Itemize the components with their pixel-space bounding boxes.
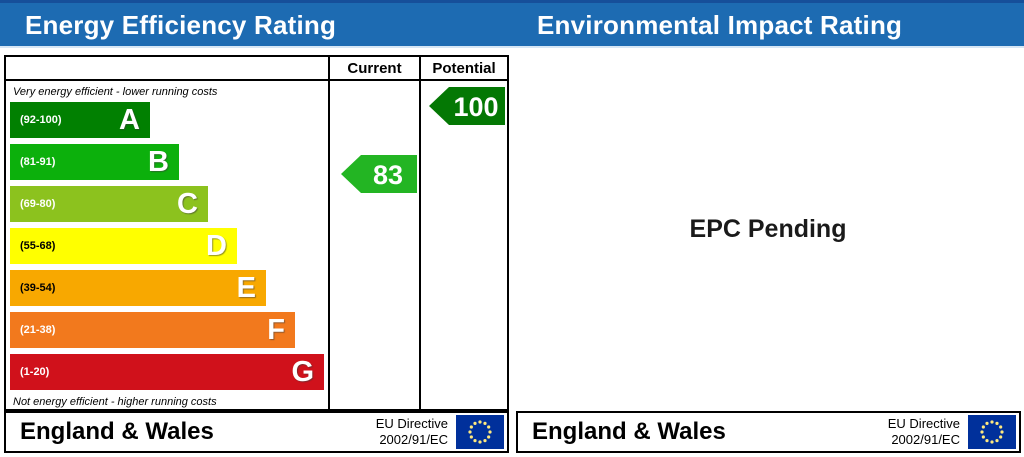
- current-rating-arrow: 83: [341, 155, 417, 193]
- eu-directive-line1: EU Directive: [375, 415, 448, 431]
- band-letter: B: [148, 145, 169, 178]
- band-row-B: (81-91) B: [10, 144, 179, 180]
- environmental-impact-panel: EPC Pending: [512, 48, 1024, 411]
- header-bar: Energy Efficiency Rating Environmental I…: [0, 0, 1024, 48]
- band-letter: G: [291, 355, 314, 388]
- band-range: (21-38): [20, 324, 56, 336]
- band-row-A: (92-100) A: [10, 102, 150, 138]
- band-range: (92-100): [20, 114, 62, 126]
- current-arrow-shape: [341, 155, 417, 193]
- potential-column: 100: [419, 81, 507, 409]
- energy-efficiency-title: Energy Efficiency Rating: [25, 10, 337, 40]
- eu-directive-label: EU Directive 2002/91/EC: [376, 416, 448, 449]
- eu-directive-line2: 2002/91/EC: [891, 432, 960, 447]
- band-letter: E: [236, 271, 256, 304]
- efficiency-bottom-note: Not energy efficient - higher running co…: [13, 396, 217, 408]
- potential-rating-value: 100: [453, 92, 498, 122]
- column-header-potential: Potential: [419, 57, 507, 81]
- column-header-current: Current: [328, 57, 419, 81]
- epc-pending-text: EPC Pending: [689, 215, 847, 243]
- region-label: England & Wales: [20, 418, 214, 445]
- eu-directive-line2: 2002/91/EC: [379, 432, 448, 447]
- potential-arrow-shape: [429, 87, 505, 125]
- band-range: (1-20): [20, 366, 50, 378]
- region-label: England & Wales: [532, 418, 726, 445]
- left-footer: England & Wales EU Directive 2002/91/EC: [4, 411, 509, 453]
- band-rows: (92-100) A (81-91) B (69-80) C (55-68) D (39-54)…: [6, 102, 328, 390]
- band-range: (69-80): [20, 198, 56, 210]
- band-row-F: (21-38) F: [10, 312, 295, 348]
- band-row-G: (1-20) G: [10, 354, 324, 390]
- band-row-D: (55-68) D: [10, 228, 237, 264]
- band-letter: D: [206, 229, 227, 262]
- eu-flag-icon: [968, 415, 1016, 449]
- eu-directive-line1: EU Directive: [887, 415, 960, 431]
- current-rating-value: 83: [373, 160, 403, 190]
- band-range: (81-91): [20, 156, 56, 168]
- column-header-blank: [6, 57, 328, 81]
- environmental-impact-title: Environmental Impact Rating: [537, 10, 903, 40]
- band-chart: Very energy efficient - lower running co…: [6, 81, 328, 409]
- band-range: (55-68): [20, 240, 56, 252]
- band-letter: C: [177, 187, 198, 220]
- right-footer: England & Wales EU Directive 2002/91/EC: [516, 411, 1021, 453]
- band-letter: F: [267, 313, 285, 346]
- band-letter: A: [119, 103, 140, 136]
- band-row-E: (39-54) E: [10, 270, 266, 306]
- energy-efficiency-table: Current Potential Very energy efficient …: [4, 55, 509, 411]
- eu-directive-label: EU Directive 2002/91/EC: [888, 416, 960, 449]
- band-range: (39-54): [20, 282, 56, 294]
- eu-flag-icon: [456, 415, 504, 449]
- potential-rating-arrow: 100: [429, 87, 505, 125]
- current-column: 83: [328, 81, 419, 409]
- efficiency-top-note: Very energy efficient - lower running co…: [13, 86, 218, 98]
- band-row-C: (69-80) C: [10, 186, 208, 222]
